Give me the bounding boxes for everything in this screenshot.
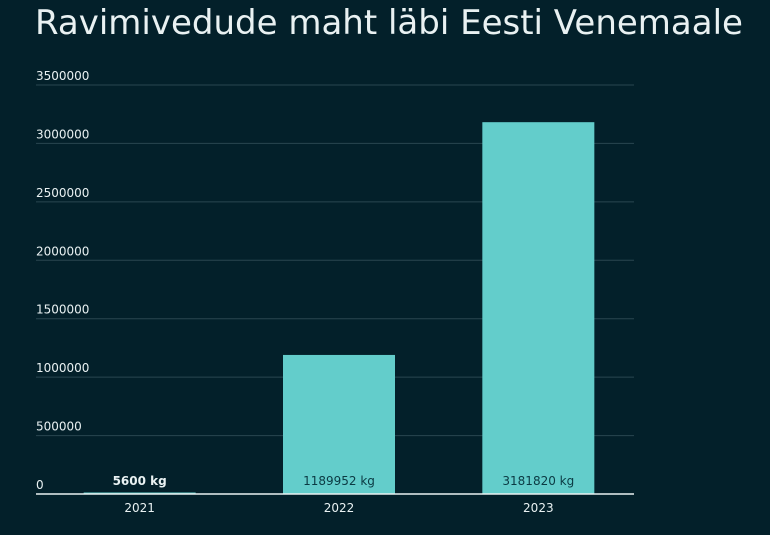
bar [482, 122, 595, 494]
y-tick-label: 2500000 [36, 186, 89, 200]
x-axis-category-labels: 2021 2022 2023 [124, 501, 553, 515]
x-category-label: 2022 [324, 501, 355, 515]
data-labels: 5600 kg 1189952 kg 3181820 kg [113, 474, 575, 488]
x-category-label: 2023 [523, 501, 554, 515]
y-tick-label: 1000000 [36, 361, 89, 375]
y-tick-label: 3000000 [36, 127, 89, 141]
y-tick-label: 2000000 [36, 244, 89, 258]
bar [283, 354, 395, 494]
y-tick-label: 500000 [36, 420, 82, 434]
y-tick-label: 0 [36, 478, 44, 492]
data-label: 5600 kg [113, 474, 167, 488]
data-label: 3181820 kg [502, 474, 574, 488]
y-tick-label: 3500000 [36, 69, 89, 83]
x-category-label: 2021 [124, 501, 155, 515]
y-tick-label: 1500000 [36, 303, 89, 317]
chart-title: Ravimivedude maht läbi Eesti Venemaale [35, 3, 743, 43]
data-label: 1189952 kg [303, 474, 375, 488]
y-axis-tick-labels: 0 500000 1000000 1500000 2000000 2500000 30000… [36, 69, 89, 492]
bars [83, 122, 595, 494]
